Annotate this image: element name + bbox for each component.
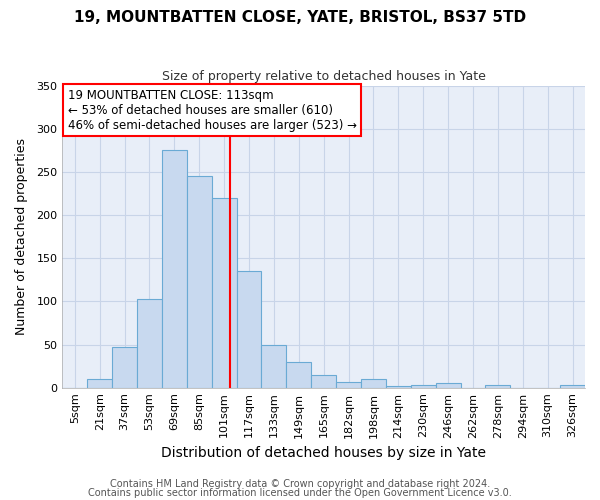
Bar: [560, 385, 585, 388]
Bar: [336, 382, 361, 388]
Bar: [137, 299, 162, 388]
Text: Contains HM Land Registry data © Crown copyright and database right 2024.: Contains HM Land Registry data © Crown c…: [110, 479, 490, 489]
Bar: [236, 271, 262, 388]
Bar: [411, 385, 436, 388]
Y-axis label: Number of detached properties: Number of detached properties: [15, 138, 28, 335]
Bar: [361, 379, 386, 388]
Bar: [162, 150, 187, 388]
Bar: [187, 176, 212, 388]
Text: 19, MOUNTBATTEN CLOSE, YATE, BRISTOL, BS37 5TD: 19, MOUNTBATTEN CLOSE, YATE, BRISTOL, BS…: [74, 10, 526, 25]
Text: Contains public sector information licensed under the Open Government Licence v3: Contains public sector information licen…: [88, 488, 512, 498]
Bar: [311, 374, 336, 388]
Bar: [212, 198, 236, 388]
Bar: [112, 347, 137, 388]
Bar: [286, 362, 311, 388]
Bar: [386, 386, 411, 388]
Bar: [87, 379, 112, 388]
Bar: [436, 384, 461, 388]
X-axis label: Distribution of detached houses by size in Yate: Distribution of detached houses by size …: [161, 446, 486, 460]
Text: 19 MOUNTBATTEN CLOSE: 113sqm
← 53% of detached houses are smaller (610)
46% of s: 19 MOUNTBATTEN CLOSE: 113sqm ← 53% of de…: [68, 88, 356, 132]
Title: Size of property relative to detached houses in Yate: Size of property relative to detached ho…: [162, 70, 485, 83]
Bar: [485, 385, 511, 388]
Bar: [262, 344, 286, 388]
